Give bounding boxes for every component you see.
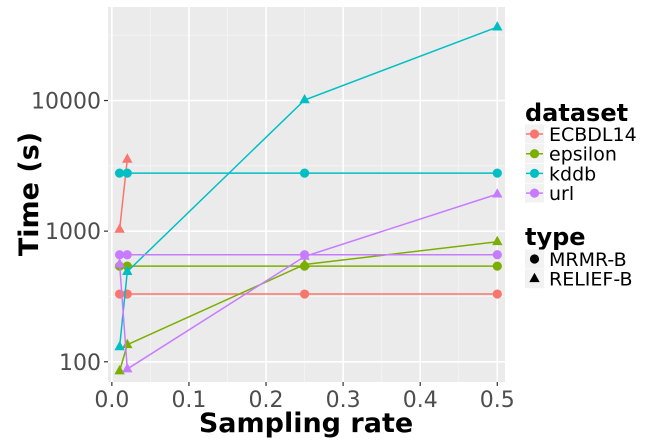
legend-label: url [549,183,574,205]
point-ecbdl14-mrmr-b [299,289,310,299]
point-epsilon-relief-b [122,338,133,349]
axes: 0.0 0.1 0.2 0.3 0.4 0.5 100 1000 10000 [31,90,515,413]
point-kddb-relief-b [114,340,125,351]
point-epsilon-relief-b [114,365,125,375]
point-ecbdl14-relief-b [122,153,133,163]
point-url-relief-b [299,250,310,260]
point-url-mrmr-b [114,250,125,260]
y-tick-label: 1000 [45,220,101,245]
point-ecbdl14-mrmr-b [492,289,502,299]
point-url-relief-b [114,258,125,268]
x-tick-label: 0.3 [326,388,361,413]
series-epsilon-relief-b [114,235,503,375]
legend-label: kddb [549,163,596,185]
plot-panel [108,7,505,382]
point-url-mrmr-b [492,250,502,260]
point-url-relief-b [492,188,503,198]
series-line-epsilon-relief-b [118,240,498,372]
y-tick-label: 10000 [31,90,101,115]
point-kddb-relief-b [122,265,133,275]
legend-shape-title: type [525,223,586,251]
point-epsilon-relief-b [492,235,503,246]
point-epsilon-mrmr-b [492,261,502,271]
legend-label: ECBDL14 [549,124,637,146]
legend-key-triangle [529,272,540,283]
legend-key-point [529,188,540,198]
y-tick-label: 100 [59,351,101,376]
legend-item-url: url [525,183,574,205]
legend-key-point [529,149,540,159]
point-kddb-mrmr-b [299,168,310,178]
point-epsilon-relief-b [299,258,310,268]
legend-item-relief-b: RELIEF-B [525,269,633,291]
legend-item-epsilon: epsilon [525,144,617,166]
point-url-relief-b [122,363,133,373]
legend-key-point [529,168,540,178]
series-layer [114,21,503,375]
point-kddb-mrmr-b [122,168,132,178]
point-kddb-mrmr-b [114,168,125,178]
legend-key-circle [529,254,540,264]
legend-item-ecbdl14: ECBDL14 [525,124,637,146]
x-tick-label: 0.5 [480,388,515,413]
legend-label: MRMR-B [549,249,627,271]
series-kddb-mrmr-b [114,168,502,178]
legend-color-title: dataset [525,99,628,127]
x-tick-label: 0.2 [249,388,284,413]
x-axis-title: Sampling rate [199,408,413,439]
legend-label: RELIEF-B [549,269,633,291]
legend-label: epsilon [549,144,617,166]
point-ecbdl14-relief-b [114,223,125,233]
legend-item-kddb: kddb [525,163,596,185]
x-tick-label: 0.1 [171,388,206,413]
point-kddb-mrmr-b [492,168,502,178]
legend-key-point [529,129,540,139]
series-line-url-relief-b [118,193,498,371]
series-url-relief-b [114,188,503,373]
point-kddb-relief-b [492,21,503,31]
point-url-mrmr-b [122,250,132,260]
point-kddb-relief-b [299,94,310,104]
legend-item-mrmr-b: MRMR-B [525,249,627,271]
x-tick-label: 0.4 [403,388,438,413]
x-tick-label: 0.0 [94,388,129,413]
y-axis-title: Time (s) [14,132,45,256]
